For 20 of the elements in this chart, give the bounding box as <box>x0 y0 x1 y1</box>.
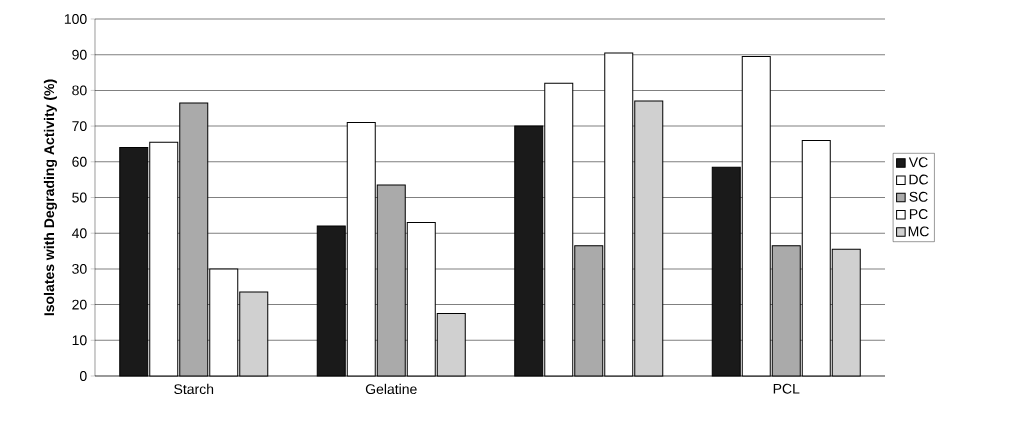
y-tick-label: 100 <box>64 14 87 24</box>
y-tick-label: 60 <box>72 156 87 167</box>
legend-label: DC <box>909 174 929 185</box>
y-tick-label: 20 <box>72 299 87 310</box>
y-tick-label: 30 <box>72 263 87 274</box>
y-tick-label: 10 <box>72 335 87 346</box>
legend-label: PC <box>909 209 928 220</box>
y-tick-label: 0 <box>79 371 87 381</box>
y-tick-label: 40 <box>71 228 87 239</box>
x-tick-label: Starch <box>174 383 214 395</box>
y-tick-label: 50 <box>72 192 87 203</box>
y-tick-label: 80 <box>72 85 87 96</box>
legend-label: MC <box>908 226 929 237</box>
y-tick-label: 70 <box>72 121 87 132</box>
x-tick-label: PCL <box>773 383 800 394</box>
legend-label: VC <box>908 157 928 168</box>
y-axis-title: Isolates with Degrading Activity (%) <box>43 79 57 316</box>
legend-label: SC <box>909 191 928 202</box>
y-tick-label: 90 <box>72 49 87 60</box>
x-tick-label: Gelatine <box>365 383 417 395</box>
